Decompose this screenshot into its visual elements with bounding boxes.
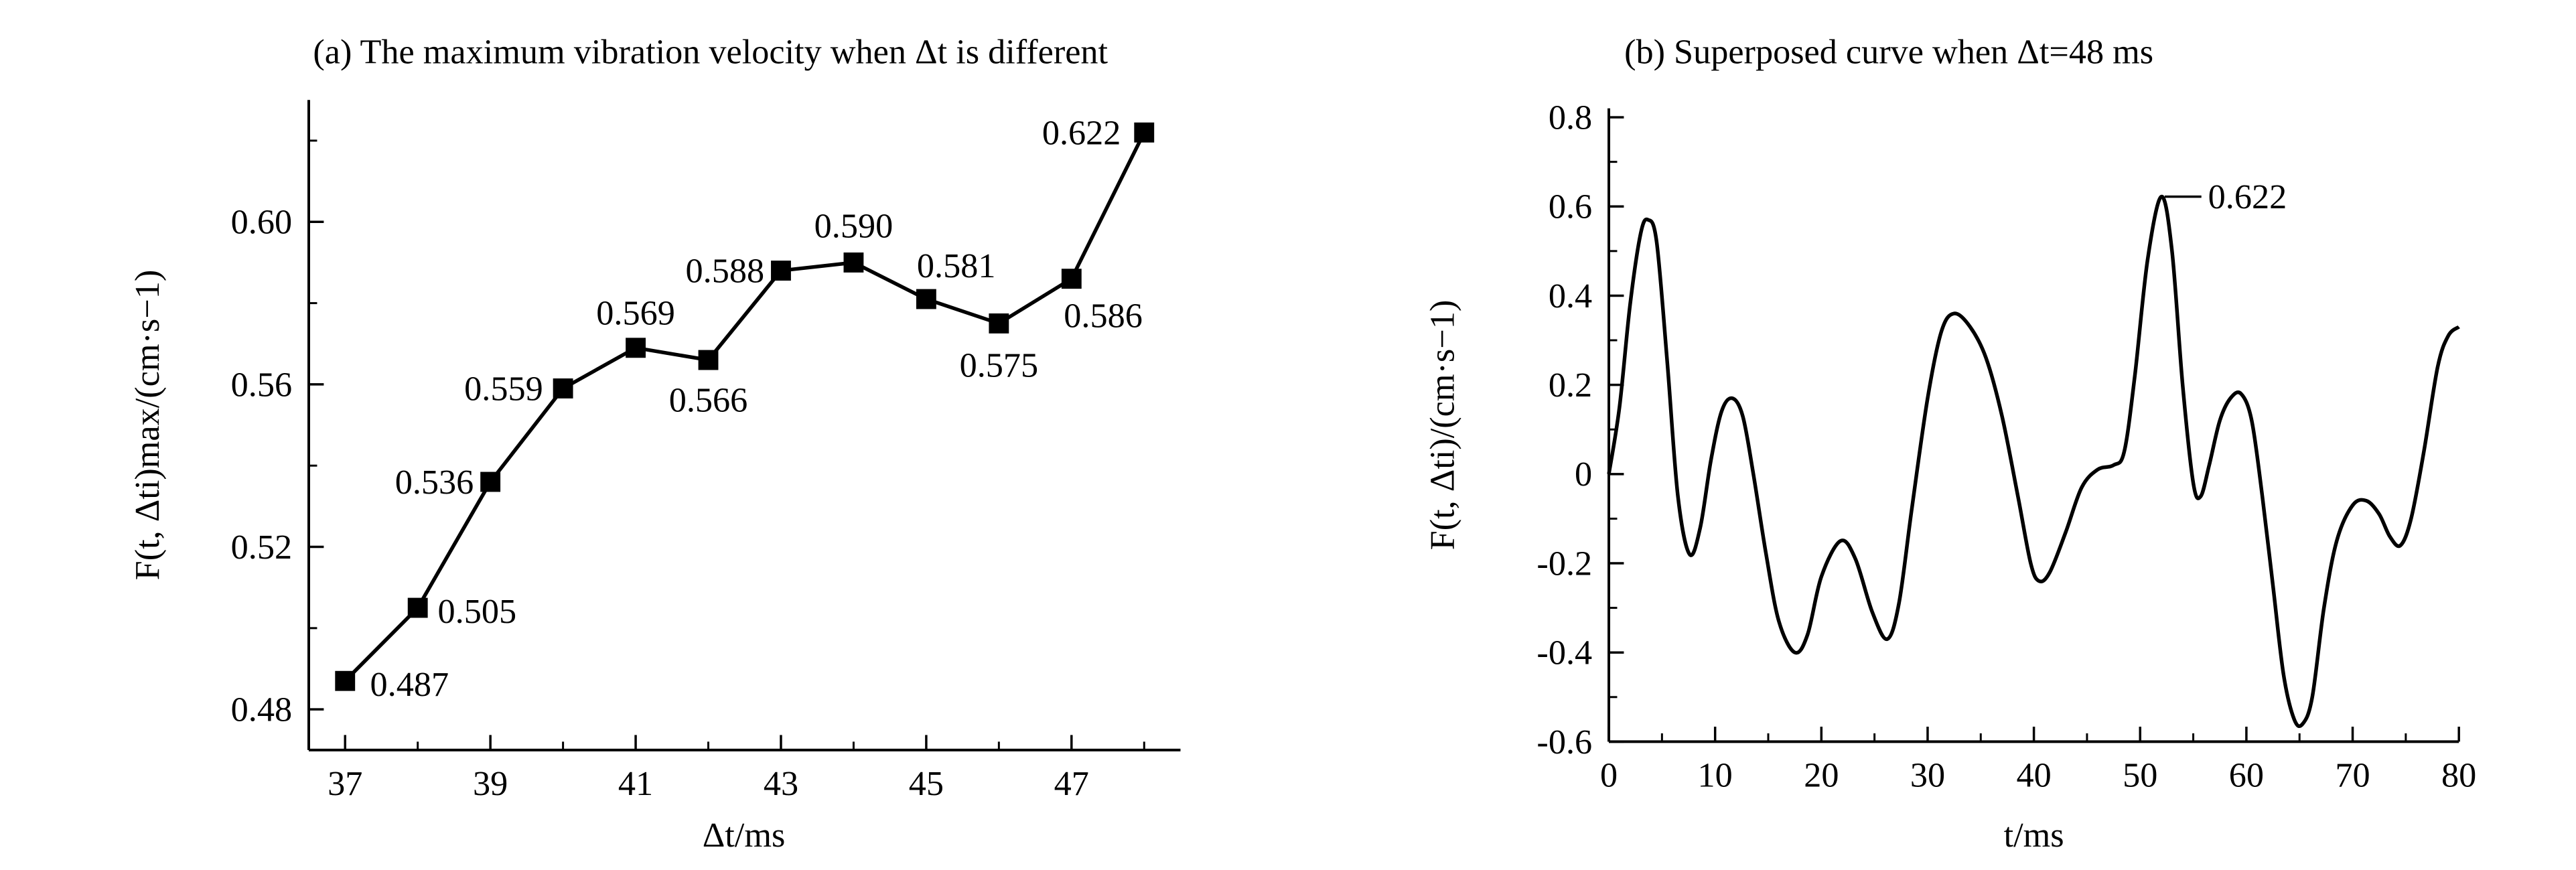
data-point [553, 378, 573, 398]
data-point [626, 338, 646, 358]
data-label: 0.575 [960, 346, 1039, 385]
x-tick-label: 10 [1698, 756, 1733, 795]
x-tick-label: 60 [2229, 756, 2264, 795]
data-point [407, 597, 428, 618]
x-axis-label: Δt/ms [703, 816, 786, 855]
data-label: 0.487 [370, 665, 449, 704]
data-line [344, 131, 1146, 682]
y-tick-label: 0.4 [1549, 277, 1592, 315]
x-tick-label: 41 [618, 764, 653, 803]
x-tick-label: 43 [764, 764, 798, 803]
data-label: 0.581 [917, 246, 996, 285]
data-label: 0.588 [686, 251, 765, 290]
data-point [1061, 269, 1082, 289]
data-point [771, 261, 791, 281]
data-point [843, 252, 864, 273]
y-tick-label: 0.56 [231, 365, 292, 404]
data-label: 0.586 [1064, 296, 1143, 335]
y-tick-label: 0.2 [1549, 366, 1592, 405]
y-tick-label: -0.2 [1536, 544, 1592, 583]
y-tick-label: 0.48 [231, 691, 292, 729]
data-label: 0.622 [1042, 113, 1121, 152]
data-label: 0.505 [438, 592, 517, 631]
y-axis-label: F(t, Δti)/(cm·s−1) [1423, 300, 1462, 551]
y-tick-label: 0.60 [231, 203, 292, 242]
annotation: 0.622 [2208, 177, 2287, 216]
x-tick-label: 20 [1804, 756, 1839, 795]
data-label: 0.536 [395, 463, 474, 502]
x-tick-label: 70 [2335, 756, 2370, 795]
data-point [480, 472, 501, 492]
y-tick-label: -0.6 [1536, 723, 1592, 762]
x-tick-label: 45 [909, 764, 944, 803]
x-tick-label: 47 [1054, 764, 1089, 803]
x-tick-label: 30 [1910, 756, 1945, 795]
data-label: 0.566 [669, 381, 748, 420]
chart-title: (b) Superposed curve when Δt=48 ms [1624, 33, 2153, 72]
x-tick-label: 80 [2441, 756, 2476, 795]
data-label: 0.559 [464, 369, 543, 408]
y-tick-label: -0.4 [1536, 634, 1592, 672]
y-tick-label: 0.6 [1549, 188, 1592, 226]
y-axis-label: F(t, Δti)max/(cm·s−1) [128, 270, 167, 581]
data-point [989, 313, 1009, 334]
x-tick-label: 37 [328, 764, 362, 803]
y-tick-label: 0.8 [1549, 98, 1592, 137]
chart-title: (a) The maximum vibration velocity when … [313, 33, 1108, 72]
x-tick-label: 40 [2016, 756, 2051, 795]
data-point [916, 289, 936, 309]
y-tick-label: 0.52 [231, 528, 292, 567]
data-line [1607, 194, 2460, 729]
y-tick-label: 0 [1575, 455, 1592, 494]
data-point [335, 670, 356, 691]
x-tick-label: 0 [1600, 756, 1618, 795]
data-label: 0.569 [596, 293, 675, 332]
x-axis-label: t/ms [2004, 816, 2064, 855]
data-label: 0.590 [814, 207, 893, 246]
x-tick-label: 39 [473, 764, 508, 803]
data-point [698, 350, 719, 370]
data-point [1134, 122, 1155, 143]
x-tick-label: 50 [2123, 756, 2157, 795]
